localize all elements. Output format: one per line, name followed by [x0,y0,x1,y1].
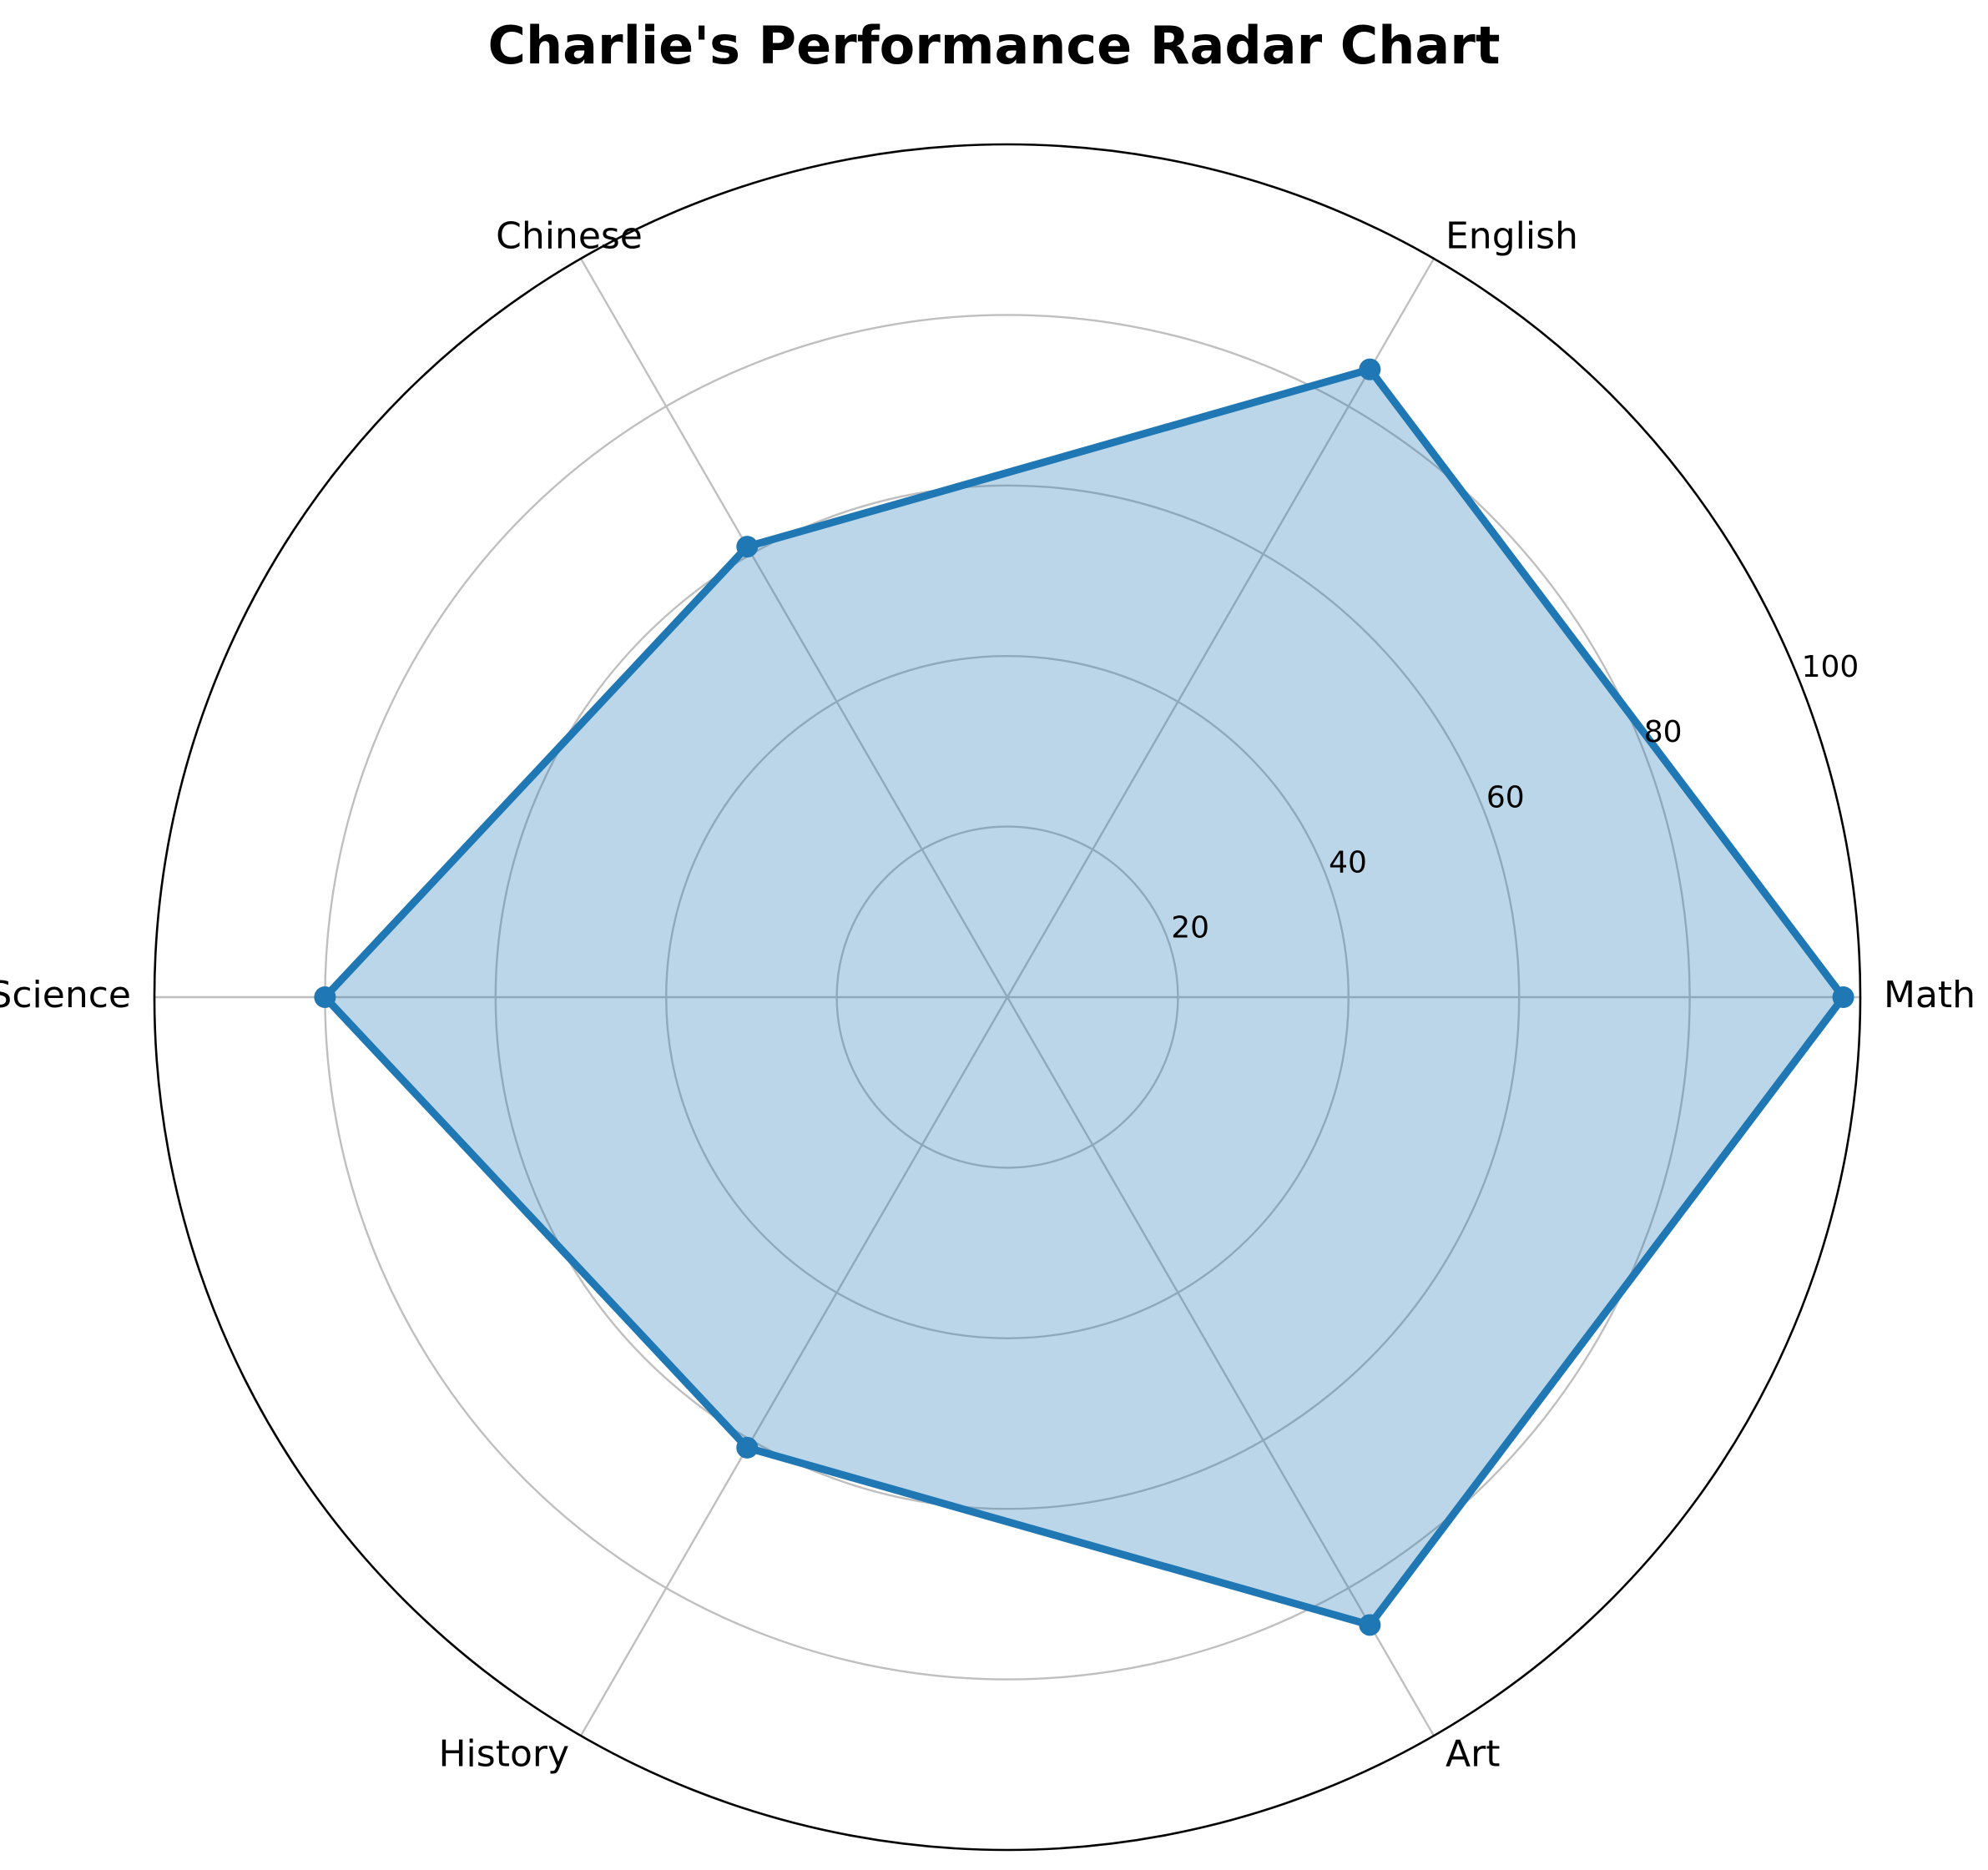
data-point-history [736,1436,759,1459]
r-tick-label-80: 80 [1644,715,1683,749]
r-tick-label-100: 100 [1802,650,1859,684]
spoke-chinese [579,258,1009,998]
category-label-chinese: Chinese [496,215,643,258]
data-point-math [1832,986,1854,1008]
data-point-science [314,986,336,1008]
data-point-art [1359,1614,1381,1636]
category-label-history: History [438,1732,569,1775]
category-label-science: Science [0,974,131,1016]
series-area [325,369,1844,1626]
r-tick-label-20: 20 [1171,911,1209,945]
spoke-history [579,996,1009,1736]
data-point-english [1359,358,1381,381]
spoke-english [1006,258,1435,998]
label-layer: 20 40 60 80 100 Math English Chinese Science Hist… [0,215,1975,1776]
data-layer [314,358,1854,1636]
spoke-art [1006,996,1435,1736]
grid-layer [153,143,1862,1852]
outer-frame [153,143,1862,1852]
r-tick-label-40: 40 [1329,845,1367,880]
category-label-english: English [1446,215,1578,258]
r-tick-label-60: 60 [1486,780,1525,814]
data-point-chinese [736,536,759,558]
category-label-art: Art [1446,1732,1500,1775]
category-label-math: Math [1884,974,1975,1016]
chart-title: Charlie's Performance Radar Chart [487,15,1501,76]
